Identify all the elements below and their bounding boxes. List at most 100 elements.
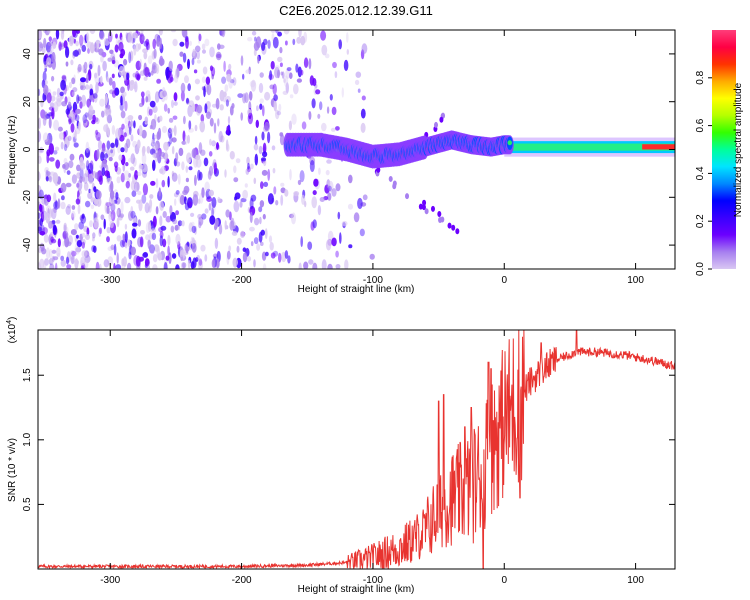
- noise-blob: [185, 245, 189, 254]
- noise-blob: [224, 84, 229, 92]
- noise-blob: [193, 69, 198, 74]
- noise-blob: [112, 80, 116, 90]
- noise-blob: [46, 194, 52, 203]
- noise-blob: [111, 60, 116, 64]
- noise-blob: [217, 43, 221, 50]
- noise-blob: [79, 34, 84, 46]
- noise-blob: [130, 120, 134, 127]
- noise-blob: [209, 65, 214, 72]
- noise-blob: [38, 247, 42, 254]
- noise-blob: [96, 41, 100, 49]
- noise-blob: [262, 105, 265, 117]
- noise-blob: [259, 200, 265, 208]
- y-tick-label: -40: [22, 237, 33, 252]
- noise-blob: [71, 91, 76, 97]
- noise-blob: [44, 30, 50, 36]
- noise-blob: [98, 227, 102, 237]
- noise-blob: [55, 219, 61, 224]
- noise-blob: [120, 172, 125, 183]
- noise-blob: [152, 264, 158, 269]
- noise-blob: [198, 33, 202, 42]
- noise-blob: [119, 53, 124, 59]
- noise-blob: [284, 75, 289, 88]
- noise-blob: [156, 40, 160, 47]
- noise-blob: [187, 105, 193, 117]
- noise-blob: [63, 224, 67, 236]
- noise-blob: [114, 165, 118, 172]
- noise-blob: [248, 91, 253, 101]
- noise-blob: [121, 123, 125, 130]
- noise-blob: [192, 103, 196, 113]
- noise-blob: [172, 38, 178, 47]
- noise-blob: [155, 140, 160, 151]
- noise-blob: [51, 51, 56, 64]
- noise-blob: [168, 60, 173, 72]
- noise-blob: [215, 218, 219, 229]
- noise-blob: [149, 194, 154, 199]
- noise-blob: [152, 254, 158, 263]
- noise-blob: [183, 185, 190, 194]
- noise-blob: [95, 117, 100, 125]
- noise-blob: [197, 198, 201, 205]
- noise-blob: [99, 227, 103, 235]
- noise-blob: [144, 202, 150, 214]
- noise-blob: [172, 115, 178, 120]
- branch-blob: [439, 116, 444, 123]
- noise-blob: [187, 58, 190, 70]
- noise-blob: [295, 63, 299, 73]
- noise-blob: [71, 213, 75, 220]
- noise-blob: [307, 241, 313, 250]
- snr-y-label: SNR (10 * v/v): [7, 438, 18, 502]
- noise-blob: [188, 166, 193, 171]
- noise-blob: [133, 120, 136, 129]
- noise-blob: [292, 38, 296, 46]
- noise-blob: [106, 76, 109, 83]
- noise-blob: [194, 225, 197, 235]
- noise-blob: [127, 31, 134, 44]
- snr-x-label: Height of straight line (km): [298, 584, 415, 595]
- noise-blob: [257, 55, 260, 64]
- noise-blob: [182, 130, 186, 142]
- carrier-core: [504, 143, 675, 151]
- noise-blob: [79, 101, 83, 109]
- noise-blob: [124, 231, 128, 243]
- noise-blob: [253, 177, 257, 184]
- noise-blob: [194, 78, 200, 85]
- noise-blob: [287, 255, 291, 264]
- y-tick-label: 40: [22, 48, 33, 60]
- spectrogram-noise: [38, 30, 375, 269]
- noise-blob: [173, 125, 177, 137]
- noise-blob: [209, 215, 216, 225]
- noise-blob: [63, 162, 70, 171]
- noise-blob: [280, 194, 284, 206]
- noise-blob: [256, 243, 261, 251]
- y-tick-label: 20: [22, 96, 33, 108]
- noise-blob: [127, 239, 131, 248]
- noise-blob: [202, 49, 206, 54]
- noise-blob: [85, 120, 90, 126]
- noise-blob: [72, 50, 79, 57]
- noise-blob: [82, 114, 88, 124]
- noise-blob: [81, 94, 87, 107]
- noise-blob: [77, 180, 83, 191]
- noise-blob: [109, 49, 114, 54]
- noise-blob: [49, 45, 54, 53]
- noise-blob: [152, 105, 158, 114]
- noise-blob: [321, 122, 327, 132]
- noise-blob: [48, 106, 55, 111]
- noise-blob: [101, 110, 105, 118]
- noise-blob: [325, 169, 330, 176]
- noise-blob: [109, 220, 114, 229]
- noise-blob: [58, 41, 62, 51]
- noise-blob: [80, 162, 86, 170]
- noise-blob: [149, 199, 153, 209]
- noise-blob: [201, 187, 205, 199]
- noise-blob: [355, 71, 362, 78]
- noise-blob: [70, 229, 77, 236]
- noise-blob: [52, 172, 59, 184]
- noise-blob: [104, 93, 108, 106]
- noise-blob: [167, 234, 171, 246]
- noise-blob: [197, 259, 203, 269]
- noise-blob: [201, 213, 207, 220]
- noise-blob: [94, 172, 99, 180]
